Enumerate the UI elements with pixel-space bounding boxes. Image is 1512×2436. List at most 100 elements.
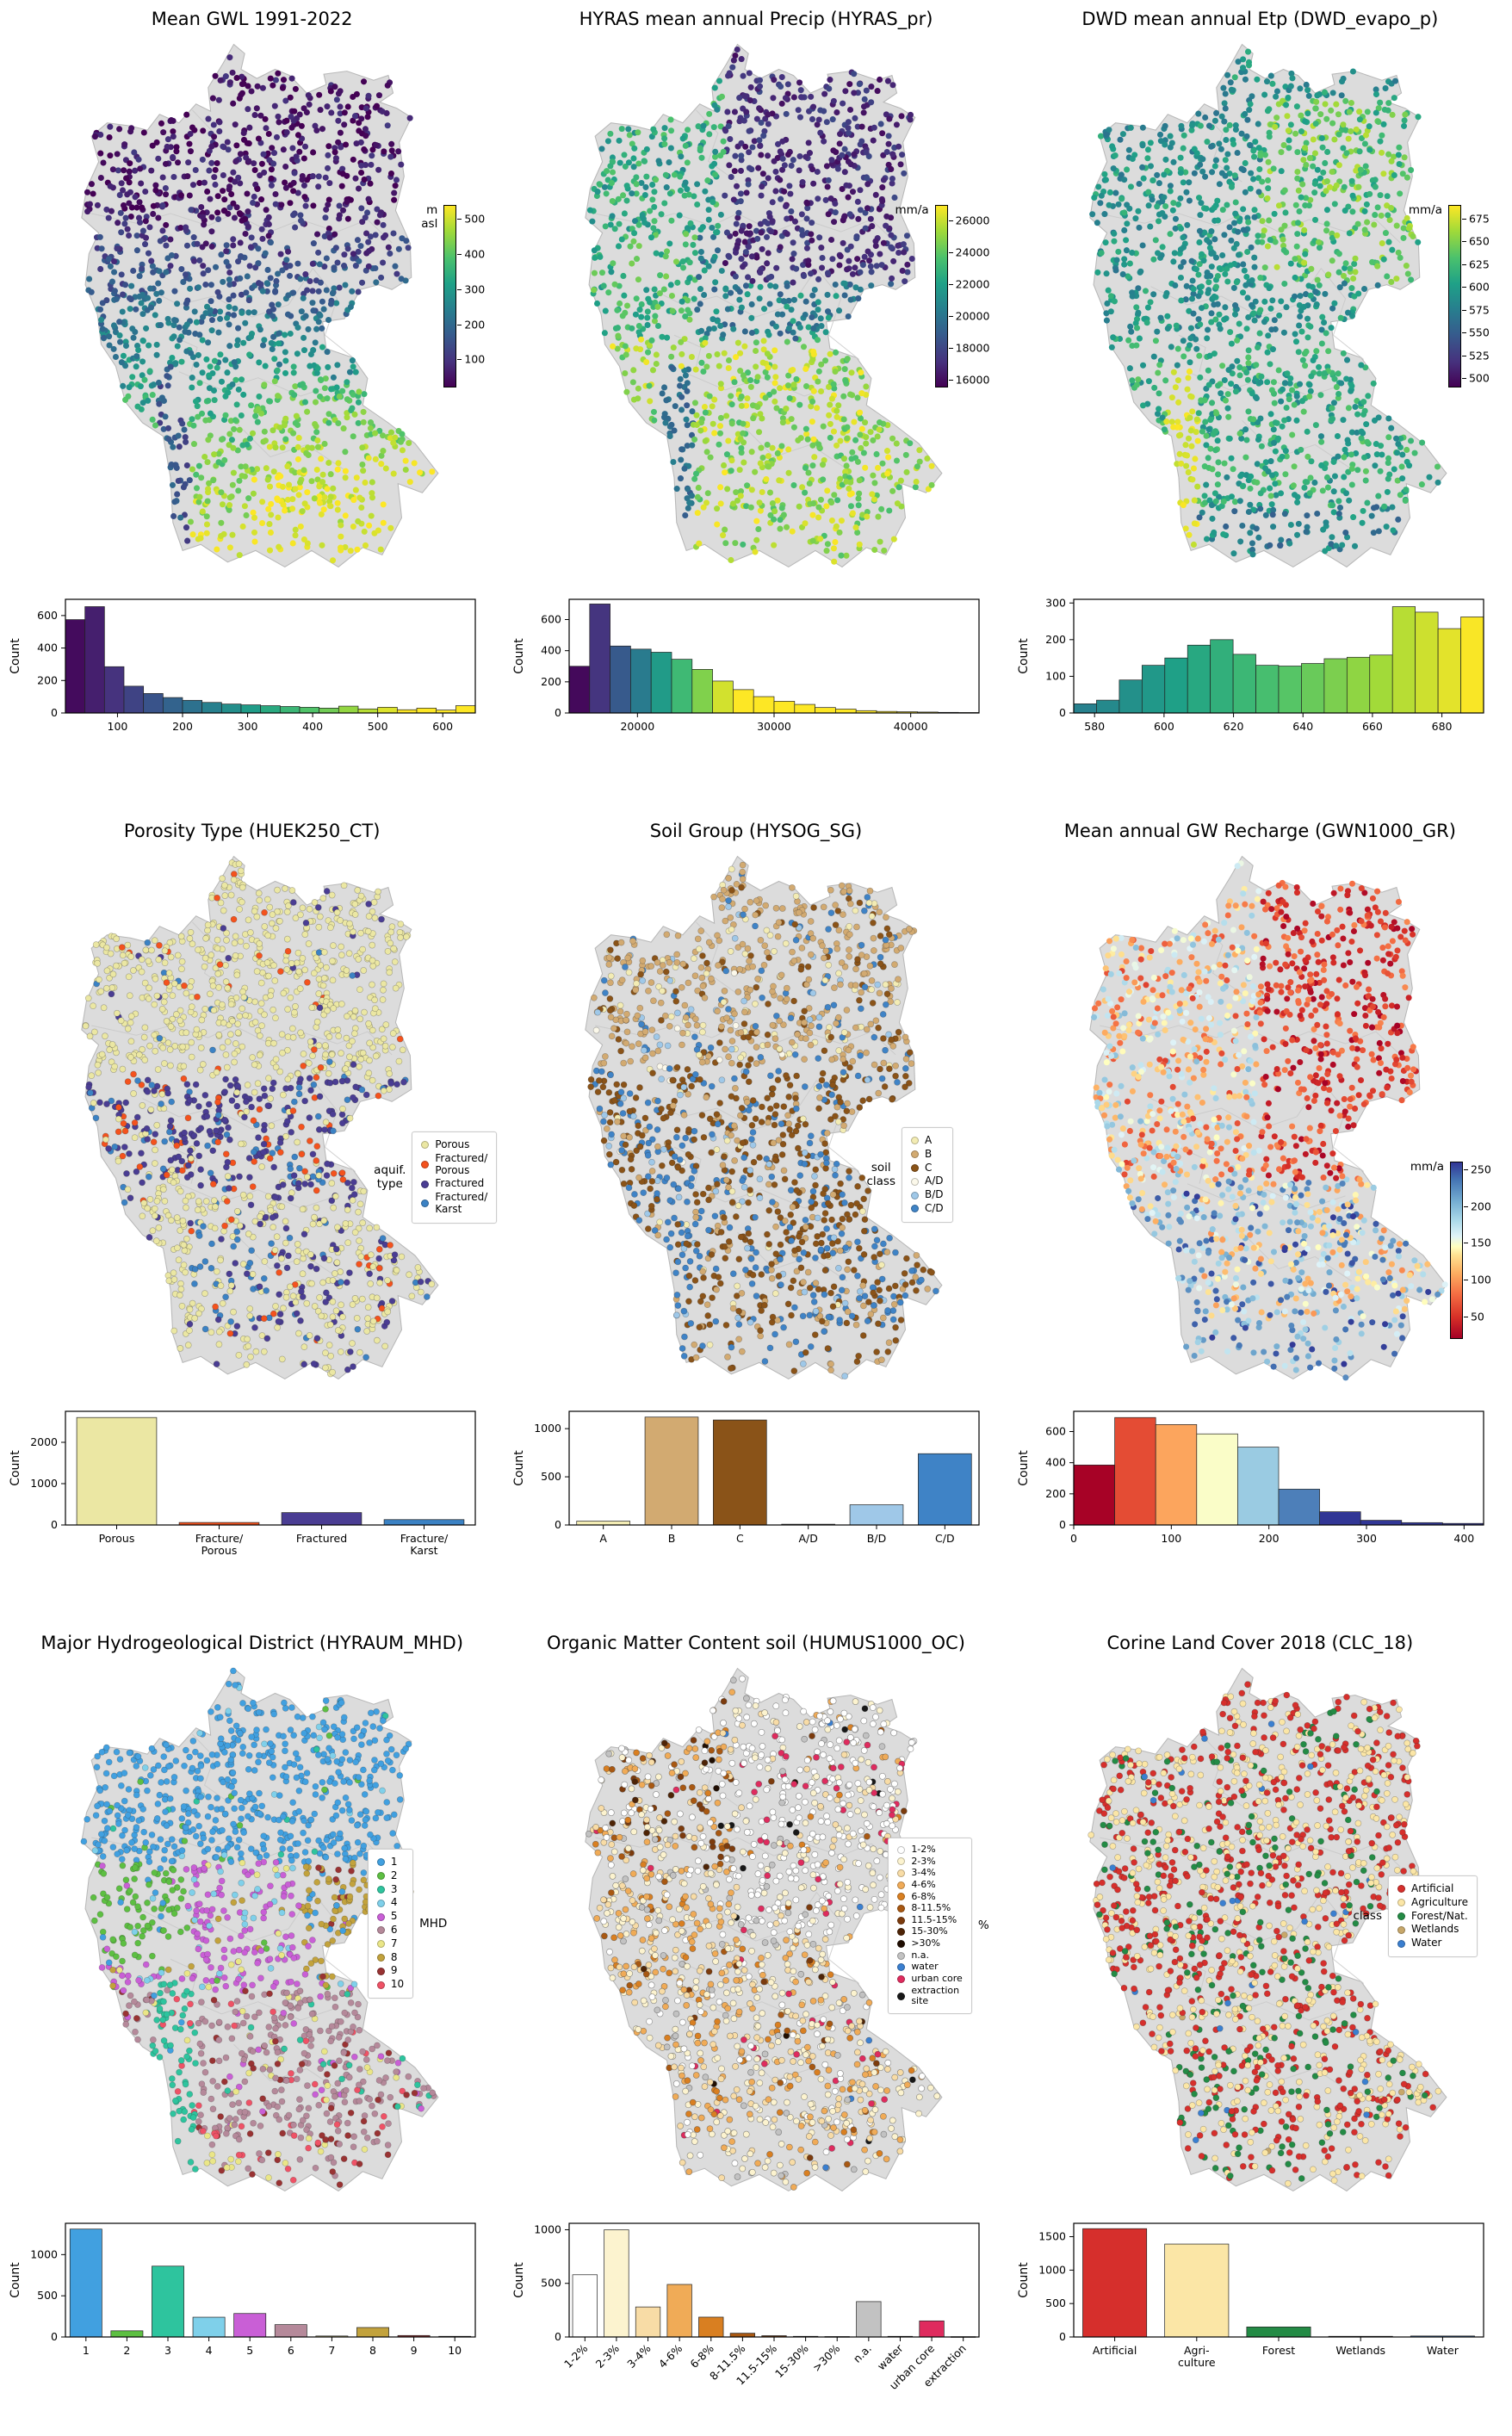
panel-title: Major Hydrogeological District (HYRAUM_M… [40,1633,464,1653]
svg-text:Count: Count [9,638,22,674]
scatter-points [1088,48,1441,558]
state-borders [91,921,393,1282]
scatter-points [1087,1681,1441,2187]
legend-swatch [376,1967,385,1975]
histogram-gwl: 100 200 300 400 500 600 0 200 400 600 Count [9,598,476,733]
svg-text:0: 0 [555,706,561,719]
colorbar-unit-label: mm/a [1410,1160,1444,1174]
legend-swatch [421,1180,430,1188]
legend-item: Water [1397,1937,1468,1949]
legend-swatch [897,1974,906,1983]
map-wrap: aquif. type Porous Fractured/Porous Fracture… [0,843,504,1403]
legend-item-label: n.a. [911,1949,930,1961]
svg-text:0: 0 [1059,706,1066,719]
legend-swatch [1397,1912,1405,1920]
panel-mhd: Major Hydrogeological District (HYRAUM_M… [0,1624,504,2436]
legend-item: 3-4% [897,1868,963,1879]
legend-mhd: 1 2 3 4 5 6 7 8 9 10 MHD [367,1849,447,1999]
legend-swatch [376,1899,385,1907]
svg-text:640: 640 [1292,720,1313,733]
legend-porosity: aquif. type Porous Fractured/Porous Fracture… [374,1131,498,1224]
svg-text:600: 600 [1154,720,1174,733]
map-wrap: 1-2% 2-3% 3-4% 4-6% 6-8% 8-11.5% 11.5-15% 15-30… [504,1655,1007,2215]
legend-title: soil class [866,1160,895,1189]
legend-item: 8 [376,1951,404,1964]
panel-organic-matter: Organic Matter Content soil (HUMUS1000_O… [504,1624,1007,2436]
legend-item: 4 [376,1897,404,1909]
scatter-points [587,46,935,565]
legend-item: water [897,1962,963,1973]
scatter-points [587,861,940,1379]
germany-map-land-cover [1087,1667,1447,2192]
germany-map-gwl [81,43,439,568]
legend-item-label: 11.5-15% [911,1913,957,1925]
panel-land-cover: Corine Land Cover 2018 (CLC_18) class Art… [1008,1624,1512,2436]
chart-content: 580 600 620 640 660 680 0 100 200 300 Count [1017,596,1484,733]
svg-text:100: 100 [1045,669,1066,682]
legend-swatch [897,1869,906,1878]
legend-item: Fractured/Karst [421,1191,488,1216]
legend-swatch [421,1199,430,1208]
legend-item: 4-6% [897,1879,963,1891]
map-wrap: m asl 100 200 300 400 500 [0,31,504,591]
legend-item: B [910,1148,944,1161]
legend-item: 1-2% [897,1844,963,1856]
colorbar-unit-label: m asl [421,203,438,232]
legend-item: Fractured/Porous [421,1152,487,1177]
germany-outline [81,43,439,568]
legend-swatch [421,1141,430,1150]
legend-item: Agriculture [1397,1896,1468,1909]
colorbar-gradient [443,205,457,387]
legend-item: 11.5-15% [897,1913,963,1926]
legend-swatch [376,1858,385,1867]
legend-item: 10 [376,1978,405,1991]
germany-map-soil-group [585,855,943,1380]
legend-swatch [897,1857,906,1866]
legend-item-label: C [924,1161,933,1174]
legend-swatch [376,1912,385,1921]
legend-item: Fractured [421,1178,487,1190]
legend-item-label: 2 [390,1869,398,1881]
legend-swatch [1397,1925,1405,1934]
legend-soil-group: soil class A B C A/D B/D C/D [866,1127,953,1223]
legend-item-label: 8-11.5% [911,1902,951,1914]
legend-swatch [376,1940,385,1949]
legend-item: Porous [421,1138,487,1151]
legend-item-label: 10 [390,1978,405,1991]
svg-text:40000: 40000 [894,720,928,733]
legend-swatch [897,1905,906,1913]
legend-item-label: Wetlands [1410,1923,1459,1936]
colorbar-gwl: m asl 100 200 300 400 500 [421,203,497,387]
svg-text:200: 200 [1045,633,1066,646]
legend-swatch [910,1163,919,1172]
germany-map-organic-matter [585,1667,943,2192]
panel-title: DWD mean annual Etp (DWD_evapo_p) [1081,9,1439,29]
colorbar-ticks: 50 100 150 200 250 [1463,1162,1512,1339]
colorbar-gradient [934,205,948,387]
scatter-points [82,859,436,1378]
legend-swatch [897,1951,906,1960]
legend-item-label: 9 [390,1964,398,1977]
panel-soil-group: Soil Group (HYSOG_SG) soil class A B C A/D B/D… [504,812,1007,1624]
legend-title: % [977,1918,989,1933]
map-wrap: 1 2 3 4 5 6 7 8 9 10 MHD [0,1655,504,2215]
svg-text:600: 600 [37,609,58,622]
legend-item-label: Fractured/Karst [435,1191,488,1215]
svg-text:200: 200 [541,675,561,688]
legend-item-label: 1-2% [911,1844,936,1855]
svg-text:400: 400 [302,720,323,733]
legend-swatch [897,1893,906,1901]
legend-item-label: A/D [924,1175,944,1187]
colorbar-ticks: 16000 18000 20000 22000 24000 26000 [948,205,1001,387]
legend-item: extraction site [897,1985,963,2007]
colorbar-gw-recharge: mm/a 50 100 150 200 250 [1410,1160,1503,1339]
legend-swatch [1397,1885,1405,1894]
legend-item-label: 7 [390,1937,398,1949]
legend-swatch [1397,1899,1405,1907]
svg-text:30000: 30000 [757,720,791,733]
